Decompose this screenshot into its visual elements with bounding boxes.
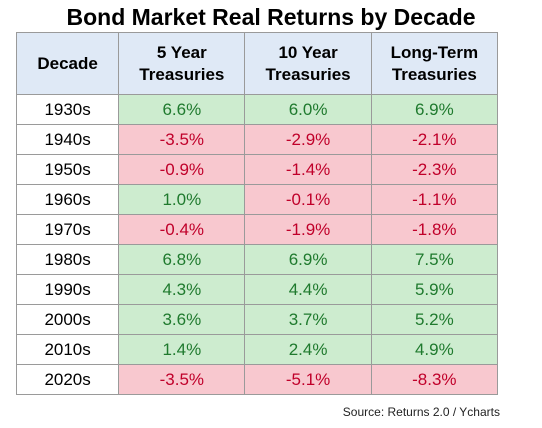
return-cell: -2.9% xyxy=(244,124,372,155)
return-cell: -3.5% xyxy=(118,124,246,155)
column-header: Long-Term Treasuries xyxy=(370,32,499,95)
return-cell: 5.2% xyxy=(370,304,499,335)
decade-cell: 1960s xyxy=(15,184,120,215)
column-header: 5 Year Treasuries xyxy=(118,32,246,95)
table-row: 2000s 3.6% 3.7% 5.2% xyxy=(15,304,499,335)
column-header-line: 10 Year xyxy=(278,42,338,62)
return-cell: 6.9% xyxy=(244,244,372,275)
return-cell: 4.4% xyxy=(244,274,372,305)
return-cell: 3.7% xyxy=(244,304,372,335)
table-row: 1950s -0.9% -1.4% -2.3% xyxy=(15,154,499,185)
return-cell: 7.5% xyxy=(370,244,499,275)
return-cell: -2.3% xyxy=(370,154,499,185)
table-row: 1990s 4.3% 4.4% 5.9% xyxy=(15,274,499,305)
return-cell: -8.3% xyxy=(370,364,499,395)
table-row: 2010s 1.4% 2.4% 4.9% xyxy=(15,334,499,365)
return-cell: 6.0% xyxy=(244,94,372,125)
source-note: Source: Returns 2.0 / Ycharts xyxy=(342,405,500,419)
decade-cell: 1970s xyxy=(15,214,120,245)
return-cell: 1.4% xyxy=(118,334,246,365)
return-cell: 6.9% xyxy=(370,94,499,125)
column-header: Decade xyxy=(15,32,120,95)
return-cell: -1.8% xyxy=(370,214,499,245)
decade-cell: 1990s xyxy=(15,274,120,305)
return-cell: 4.3% xyxy=(118,274,246,305)
table-row: 1940s -3.5% -2.9% -2.1% xyxy=(15,124,499,155)
decade-cell: 1980s xyxy=(15,244,120,275)
table-row: 1970s -0.4% -1.9% -1.8% xyxy=(15,214,499,245)
table-title: Bond Market Real Returns by Decade xyxy=(66,4,476,30)
return-cell: -1.1% xyxy=(370,184,499,215)
column-header: 10 Year Treasuries xyxy=(244,32,372,95)
table-body: 1930s 6.6% 6.0% 6.9% 1940s -3.5% -2.9% -2.1% 195… xyxy=(15,94,499,395)
return-cell: -5.1% xyxy=(244,364,372,395)
return-cell: -3.5% xyxy=(118,364,246,395)
decade-cell: 1950s xyxy=(15,154,120,185)
return-cell: -2.1% xyxy=(370,124,499,155)
column-header-line: Treasuries xyxy=(265,64,351,84)
table-row: 1960s 1.0% -0.1% -1.1% xyxy=(15,184,499,215)
column-header-line: Decade xyxy=(37,53,98,73)
return-cell: 6.8% xyxy=(118,244,246,275)
decade-cell: 1940s xyxy=(15,124,120,155)
decade-cell: 1930s xyxy=(15,94,120,125)
table-row: 1930s 6.6% 6.0% 6.9% xyxy=(15,94,499,125)
return-cell: 5.9% xyxy=(370,274,499,305)
header-row: Decade 5 Year Treasuries 10 Year Treasuries L… xyxy=(15,32,499,95)
column-header-line: Long-Term xyxy=(390,42,479,62)
return-cell: 4.9% xyxy=(370,334,499,365)
return-cell: -1.4% xyxy=(244,154,372,185)
decade-cell: 2020s xyxy=(15,364,120,395)
column-header-line: 5 Year xyxy=(156,42,207,62)
return-cell: -1.9% xyxy=(244,214,372,245)
return-cell: -0.9% xyxy=(118,154,246,185)
return-cell: 2.4% xyxy=(244,334,372,365)
table-row: 2020s -3.5% -5.1% -8.3% xyxy=(15,364,499,395)
return-cell: 3.6% xyxy=(118,304,246,335)
decade-cell: 2010s xyxy=(15,334,120,365)
return-cell: -0.1% xyxy=(244,184,372,215)
table-row: 1980s 6.8% 6.9% 7.5% xyxy=(15,244,499,275)
column-header-line: Treasuries xyxy=(391,64,477,84)
column-header-line: Treasuries xyxy=(139,64,225,84)
returns-table: Decade 5 Year Treasuries 10 Year Treasuries L… xyxy=(15,32,499,395)
return-cell: -0.4% xyxy=(118,214,246,245)
return-cell: 1.0% xyxy=(118,184,246,215)
return-cell: 6.6% xyxy=(118,94,246,125)
decade-cell: 2000s xyxy=(15,304,120,335)
